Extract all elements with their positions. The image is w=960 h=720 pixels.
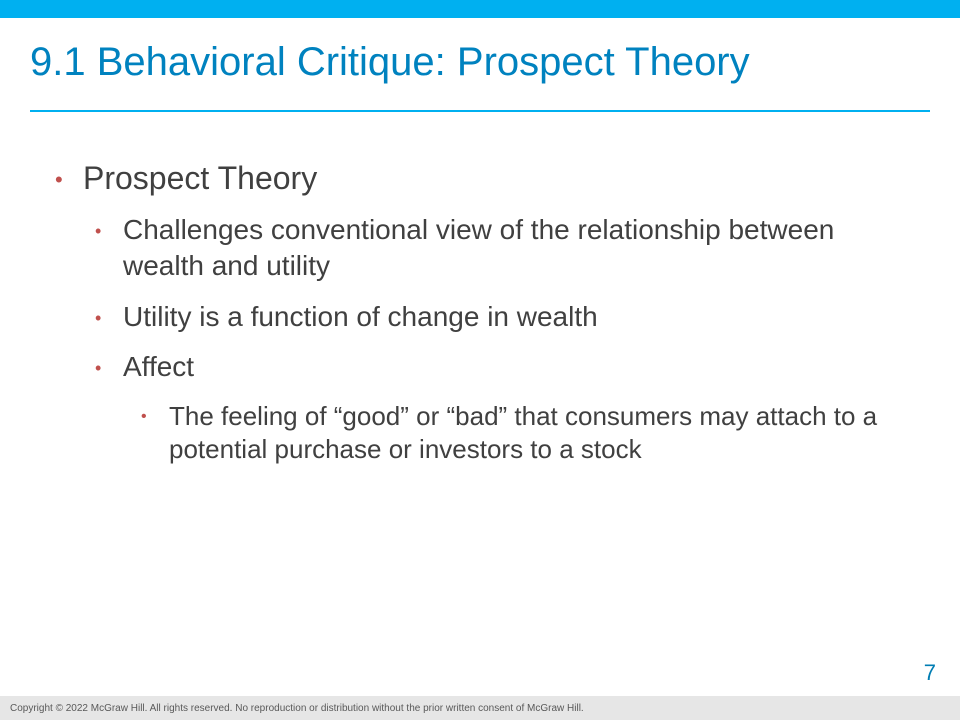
slide-content: Prospect Theory Challenges conventional … xyxy=(0,112,960,467)
bullet-level2: Challenges conventional view of the rela… xyxy=(95,212,900,285)
bullet-level3: The feeling of “good” or “bad” that cons… xyxy=(141,400,900,468)
bullet-level2: Affect xyxy=(95,349,900,385)
bullet-level1: Prospect Theory xyxy=(55,158,900,198)
footer-bar: Copyright © 2022 McGraw Hill. All rights… xyxy=(0,696,960,720)
accent-top-bar xyxy=(0,0,960,18)
copyright-text: Copyright © 2022 McGraw Hill. All rights… xyxy=(10,703,584,714)
slide-title: 9.1 Behavioral Critique: Prospect Theory xyxy=(30,38,930,86)
bullet-level2: Utility is a function of change in wealt… xyxy=(95,299,900,335)
page-number: 7 xyxy=(924,660,936,686)
title-container: 9.1 Behavioral Critique: Prospect Theory xyxy=(0,18,960,96)
